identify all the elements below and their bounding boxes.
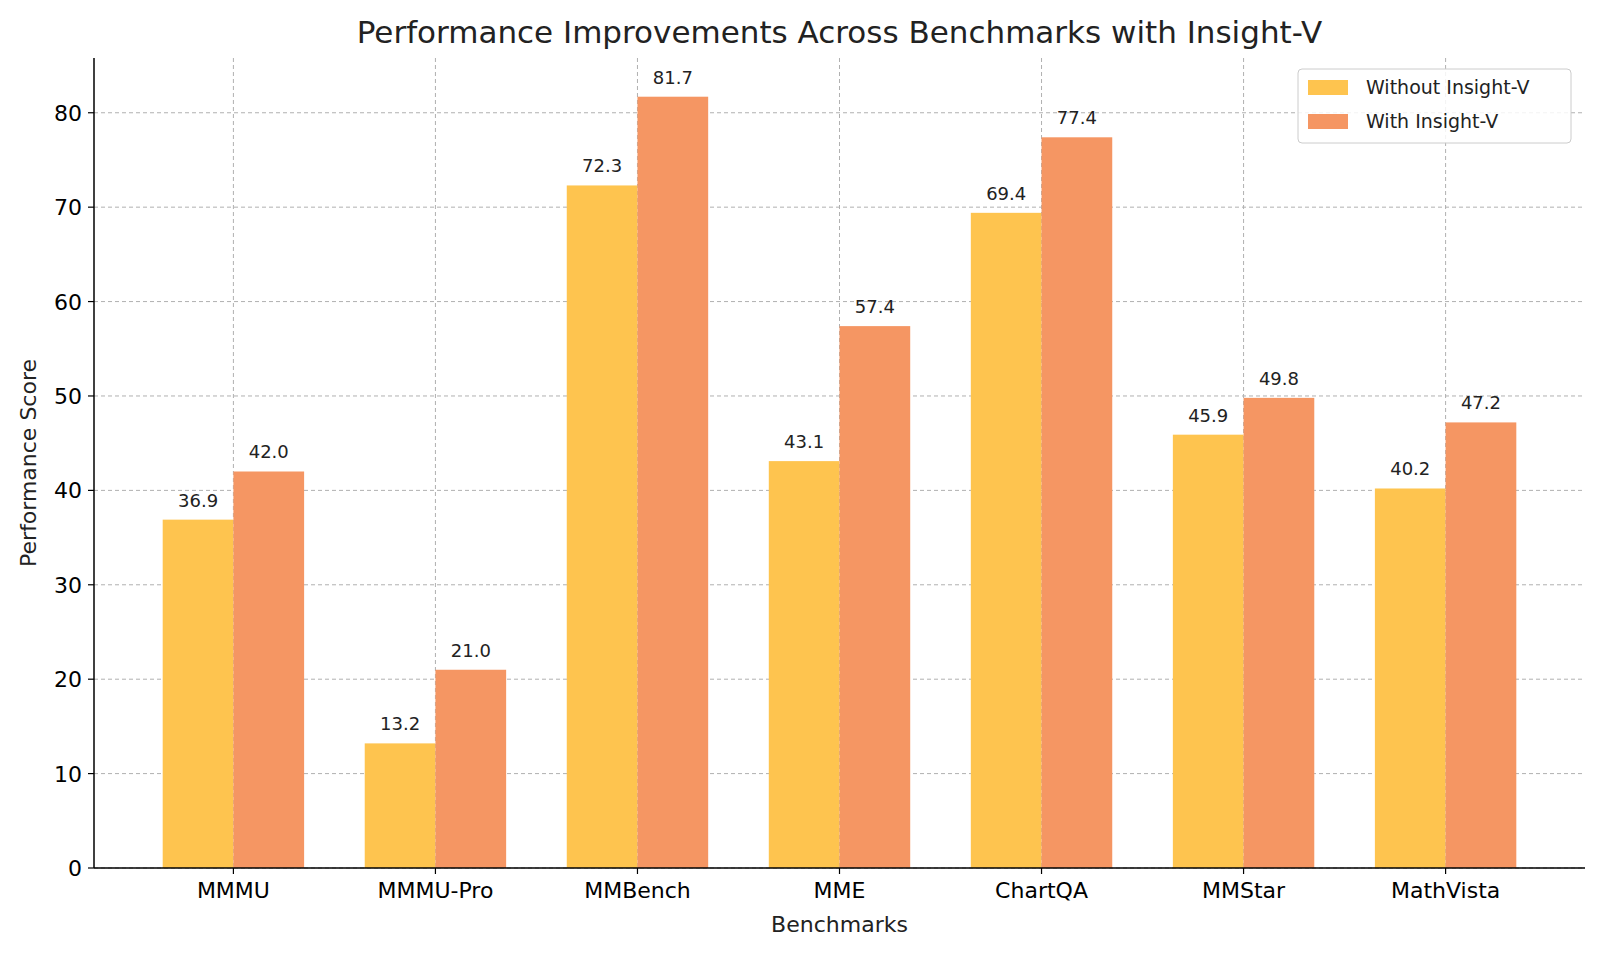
x-tick-label: MathVista: [1391, 878, 1500, 903]
x-tick-label: MMBench: [584, 878, 691, 903]
y-tick: [88, 112, 94, 113]
data-label: 45.9: [1188, 405, 1228, 426]
data-label: 72.3: [582, 155, 622, 176]
y-tick: [88, 679, 94, 680]
y-tick: [88, 207, 94, 208]
bar: [637, 97, 708, 868]
data-label: 43.1: [784, 431, 824, 452]
y-tick: [88, 301, 94, 302]
data-label: 69.4: [986, 183, 1026, 204]
legend-swatch: [1308, 114, 1348, 129]
bar: [365, 743, 436, 868]
y-axis-label: Performance Score: [16, 359, 41, 567]
bar: [233, 471, 304, 868]
x-tick: [1243, 868, 1244, 874]
y-tick-label: 60: [54, 290, 82, 315]
data-label: 81.7: [653, 67, 693, 88]
bars: [163, 97, 1517, 868]
y-tick-label: 20: [54, 667, 82, 692]
y-tick-label: 10: [54, 762, 82, 787]
data-label: 49.8: [1259, 368, 1299, 389]
y-tick: [88, 773, 94, 774]
x-tick-label: MMStar: [1202, 878, 1286, 903]
x-tick: [637, 868, 638, 874]
y-grid-line: [94, 301, 1585, 302]
bar: [1042, 137, 1113, 868]
y-tick: [88, 490, 94, 491]
bar: [435, 670, 506, 868]
bar: [1375, 488, 1446, 868]
data-label: 40.2: [1390, 458, 1430, 479]
y-tick: [88, 867, 94, 868]
bar: [567, 185, 638, 868]
title: Performance Improvements Across Benchmar…: [357, 14, 1323, 50]
legend-label: With Insight-V: [1366, 110, 1498, 132]
y-tick-label: 40: [54, 478, 82, 503]
y-axis: [93, 58, 95, 868]
chart: 36.9 13.2 72.3 43.1 69.4 45.9 40.2 42.0 21.0 81.7…: [0, 0, 1600, 954]
bar: [1173, 435, 1244, 868]
data-label: 47.2: [1461, 392, 1501, 413]
data-label: 57.4: [855, 296, 895, 317]
x-tick: [1041, 868, 1042, 874]
data-label: 13.2: [380, 713, 420, 734]
legend: Without Insight-V With Insight-V: [1298, 69, 1571, 143]
data-label: 42.0: [249, 441, 289, 462]
x-tick-label: MMMU-Pro: [377, 878, 493, 903]
x-tick-label: ChartQA: [995, 878, 1088, 903]
bar: [1446, 422, 1517, 868]
x-tick: [1445, 868, 1446, 874]
x-tick-label: MMMU: [197, 878, 270, 903]
legend-label: Without Insight-V: [1366, 76, 1529, 98]
y-tick-label: 70: [54, 195, 82, 220]
x-axis-label: Benchmarks: [771, 912, 908, 937]
x-tick: [233, 868, 234, 874]
x-tick: [435, 868, 436, 874]
bar: [1244, 398, 1315, 868]
y-tick-label: 50: [54, 384, 82, 409]
x-tick-label: MME: [814, 878, 866, 903]
data-label: 21.0: [451, 640, 491, 661]
legend-swatch: [1308, 80, 1348, 95]
y-tick: [88, 395, 94, 396]
data-label: 77.4: [1057, 107, 1097, 128]
bar: [840, 326, 911, 868]
x-tick: [839, 868, 840, 874]
bar: [769, 461, 840, 868]
bar: [971, 213, 1042, 868]
legend-box: [1298, 69, 1571, 143]
data-label: 36.9: [178, 490, 218, 511]
y-tick-label: 80: [54, 101, 82, 126]
y-tick-label: 30: [54, 573, 82, 598]
y-tick-label: 0: [68, 856, 82, 881]
bar: [163, 520, 234, 868]
y-tick: [88, 584, 94, 585]
